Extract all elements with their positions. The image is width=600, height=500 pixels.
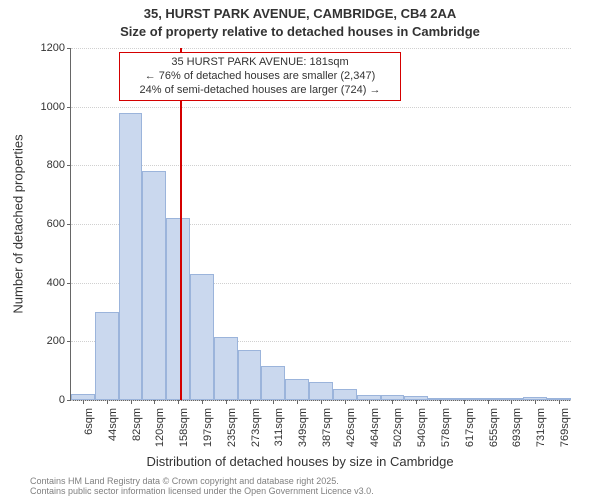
ytick-label: 0 xyxy=(59,394,65,406)
xtick-mark xyxy=(202,400,203,404)
histogram-bar xyxy=(261,366,285,400)
xtick-mark xyxy=(250,400,251,404)
histogram-bar xyxy=(214,337,238,400)
gridline xyxy=(71,165,571,166)
xtick-mark xyxy=(83,400,84,404)
chart-title-line2: Size of property relative to detached ho… xyxy=(0,24,600,39)
xtick-mark xyxy=(488,400,489,404)
xtick-mark xyxy=(321,400,322,404)
annotation-line: 24% of semi-detached houses are larger (… xyxy=(126,84,394,98)
xtick-mark xyxy=(178,400,179,404)
histogram-bar xyxy=(285,379,309,400)
xtick-mark xyxy=(535,400,536,404)
xtick-label: 82sqm xyxy=(131,408,143,441)
xtick-mark xyxy=(345,400,346,404)
ytick-mark xyxy=(67,341,71,342)
histogram-bar xyxy=(238,350,262,400)
annotation-line: ← 76% of detached houses are smaller (2,… xyxy=(126,70,394,84)
ytick-mark xyxy=(67,400,71,401)
subject-annotation-box: 35 HURST PARK AVENUE: 181sqm← 76% of det… xyxy=(119,52,401,101)
x-axis-label: Distribution of detached houses by size … xyxy=(146,454,453,469)
xtick-mark xyxy=(392,400,393,404)
ytick-mark xyxy=(67,224,71,225)
xtick-label: 731sqm xyxy=(535,408,547,447)
xtick-mark xyxy=(226,400,227,404)
xtick-mark xyxy=(559,400,560,404)
ytick-mark xyxy=(67,165,71,166)
y-axis-label: Number of detached properties xyxy=(11,134,26,313)
attribution-line2: Contains public sector information licen… xyxy=(0,486,600,496)
xtick-label: 6sqm xyxy=(83,408,95,435)
attribution-block: Contains HM Land Registry data © Crown c… xyxy=(0,476,600,496)
xtick-label: 540sqm xyxy=(416,408,428,447)
gridline xyxy=(71,48,571,49)
xtick-label: 311sqm xyxy=(273,408,285,446)
ytick-label: 1000 xyxy=(41,101,65,113)
xtick-label: 273sqm xyxy=(250,408,262,447)
plot-area: 0200400600800100012006sqm44sqm82sqm120sq… xyxy=(70,48,571,401)
xtick-label: 426sqm xyxy=(345,408,357,447)
xtick-mark xyxy=(273,400,274,404)
histogram-bar xyxy=(190,274,214,400)
xtick-label: 349sqm xyxy=(297,408,309,447)
xtick-mark xyxy=(511,400,512,404)
xtick-mark xyxy=(297,400,298,404)
xtick-label: 44sqm xyxy=(107,408,119,441)
ytick-label: 400 xyxy=(47,277,65,289)
xtick-label: 578sqm xyxy=(440,408,452,447)
xtick-label: 235sqm xyxy=(226,408,238,447)
ytick-label: 600 xyxy=(47,218,65,230)
ytick-label: 1200 xyxy=(41,42,65,54)
ytick-label: 800 xyxy=(47,159,65,171)
xtick-label: 197sqm xyxy=(202,408,214,447)
xtick-label: 120sqm xyxy=(154,408,166,447)
histogram-bar xyxy=(166,218,190,400)
ytick-mark xyxy=(67,48,71,49)
xtick-mark xyxy=(131,400,132,404)
histogram-bar xyxy=(95,312,119,400)
ytick-mark xyxy=(67,283,71,284)
xtick-mark xyxy=(440,400,441,404)
ytick-mark xyxy=(67,107,71,108)
gridline xyxy=(71,107,571,108)
chart-title-line1: 35, HURST PARK AVENUE, CAMBRIDGE, CB4 2A… xyxy=(0,6,600,21)
xtick-label: 387sqm xyxy=(321,408,333,447)
histogram-bar xyxy=(142,171,166,400)
xtick-label: 655sqm xyxy=(488,408,500,447)
histogram-bar xyxy=(309,382,333,400)
histogram-bar xyxy=(333,389,357,400)
xtick-label: 464sqm xyxy=(369,408,381,447)
xtick-label: 502sqm xyxy=(392,408,404,447)
xtick-mark xyxy=(107,400,108,404)
xtick-mark xyxy=(369,400,370,404)
xtick-label: 693sqm xyxy=(511,408,523,447)
histogram-bar xyxy=(119,113,143,400)
xtick-mark xyxy=(464,400,465,404)
ytick-label: 200 xyxy=(47,335,65,347)
xtick-label: 617sqm xyxy=(464,408,476,447)
xtick-mark xyxy=(154,400,155,404)
xtick-mark xyxy=(416,400,417,404)
attribution-line1: Contains HM Land Registry data © Crown c… xyxy=(0,476,600,486)
xtick-label: 769sqm xyxy=(559,408,571,447)
annotation-line: 35 HURST PARK AVENUE: 181sqm xyxy=(126,56,394,70)
histogram-figure: 35, HURST PARK AVENUE, CAMBRIDGE, CB4 2A… xyxy=(0,0,600,500)
xtick-label: 158sqm xyxy=(178,408,190,447)
